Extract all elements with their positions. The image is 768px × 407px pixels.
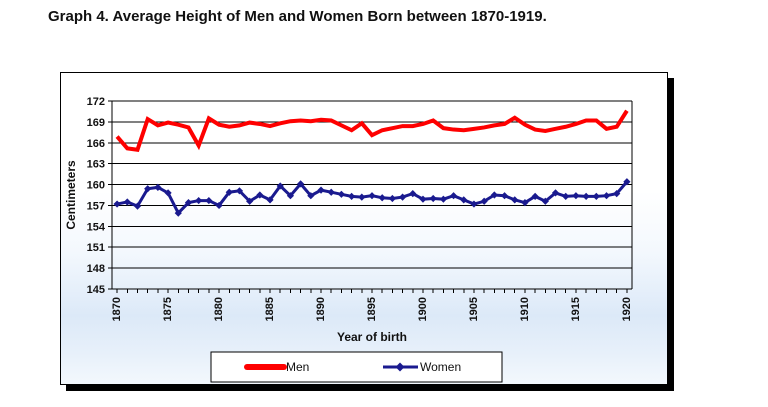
women-marker — [144, 185, 152, 193]
women-marker — [480, 197, 488, 205]
women-marker — [215, 201, 223, 210]
legend-women-marker — [395, 362, 405, 372]
women-marker — [317, 186, 325, 194]
y-axis-tick-label: 151 — [87, 242, 105, 254]
women-marker — [541, 197, 549, 205]
women-marker — [174, 209, 182, 217]
height-line-chart: 145 148 151 154 157 160 163 166 169 172 1870 1875 18… — [64, 96, 633, 383]
x-axis-tick-label: 1900 — [417, 297, 429, 321]
y-axis-tick-label: 163 — [87, 159, 105, 171]
y-axis-tick-label: 169 — [87, 117, 105, 129]
men-line — [115, 109, 629, 152]
women-marker — [562, 192, 570, 200]
x-axis-tick-label: 1915 — [570, 297, 582, 321]
women-marker — [592, 192, 600, 200]
women-marker — [154, 183, 162, 191]
x-axis-tick-label: 1920 — [621, 297, 633, 321]
women-marker — [378, 194, 386, 202]
women-marker — [572, 192, 580, 200]
women-marker — [398, 193, 407, 201]
y-axis-tick-label: 145 — [87, 284, 105, 296]
women-marker — [337, 190, 346, 198]
women-marker — [246, 197, 254, 205]
women-marker — [439, 195, 447, 203]
women-marker — [470, 200, 478, 208]
women-marker — [164, 189, 172, 197]
x-axis-tick-label: 1885 — [264, 297, 276, 321]
women-marker — [551, 189, 560, 197]
page-title: Graph 4. Average Height of Men and Women… — [48, 8, 547, 25]
women-marker — [449, 192, 458, 200]
x-axis-tick-label: 1905 — [468, 297, 480, 321]
women-marker — [460, 196, 468, 204]
women-marker — [368, 192, 376, 200]
x-axis-tick-label: 1880 — [213, 297, 225, 321]
women-marker — [235, 187, 244, 195]
x-axis-title: Year of birth — [337, 330, 407, 344]
y-axis-tick-label: 160 — [87, 180, 105, 192]
women-marker — [582, 192, 590, 200]
women-marker — [348, 192, 356, 200]
legend-women-label: Women — [420, 360, 461, 374]
y-axis-tick-label: 154 — [87, 221, 106, 233]
chart-frame: 145 148 151 154 157 160 163 166 169 172 1870 1875 18… — [60, 72, 668, 385]
y-axis-title: Centimeters — [64, 160, 78, 230]
women-marker — [123, 198, 131, 206]
women-marker — [225, 188, 233, 196]
x-axis-tick-label: 1895 — [366, 297, 378, 321]
women-marker — [184, 199, 193, 207]
women-marker — [195, 196, 203, 205]
women-marker — [521, 199, 529, 207]
women-marker — [256, 191, 264, 199]
women-marker — [602, 192, 611, 200]
x-axis-tick-label: 1910 — [519, 297, 531, 321]
women-marker — [500, 192, 509, 200]
women-marker — [327, 188, 335, 196]
women-marker — [276, 182, 284, 190]
y-axis-tick-label: 166 — [87, 138, 105, 150]
women-marker — [205, 196, 213, 205]
legend-men-label: Men — [286, 360, 309, 374]
women-marker — [419, 195, 427, 203]
x-axis-tick-label: 1870 — [111, 297, 123, 321]
women-marker — [490, 191, 498, 199]
y-axis-tick-label: 172 — [87, 96, 105, 108]
women-marker — [297, 180, 305, 188]
women-marker — [133, 202, 142, 210]
women-marker — [388, 194, 396, 203]
women-marker — [511, 196, 519, 204]
x-axis-tick-label: 1890 — [315, 297, 327, 321]
women-marker — [113, 200, 121, 208]
women-marker — [429, 194, 437, 203]
women-marker — [358, 193, 366, 201]
x-axis-tick-label: 1875 — [162, 297, 174, 321]
y-axis-tick-label: 157 — [87, 200, 105, 212]
y-axis-tick-label: 148 — [87, 263, 105, 275]
